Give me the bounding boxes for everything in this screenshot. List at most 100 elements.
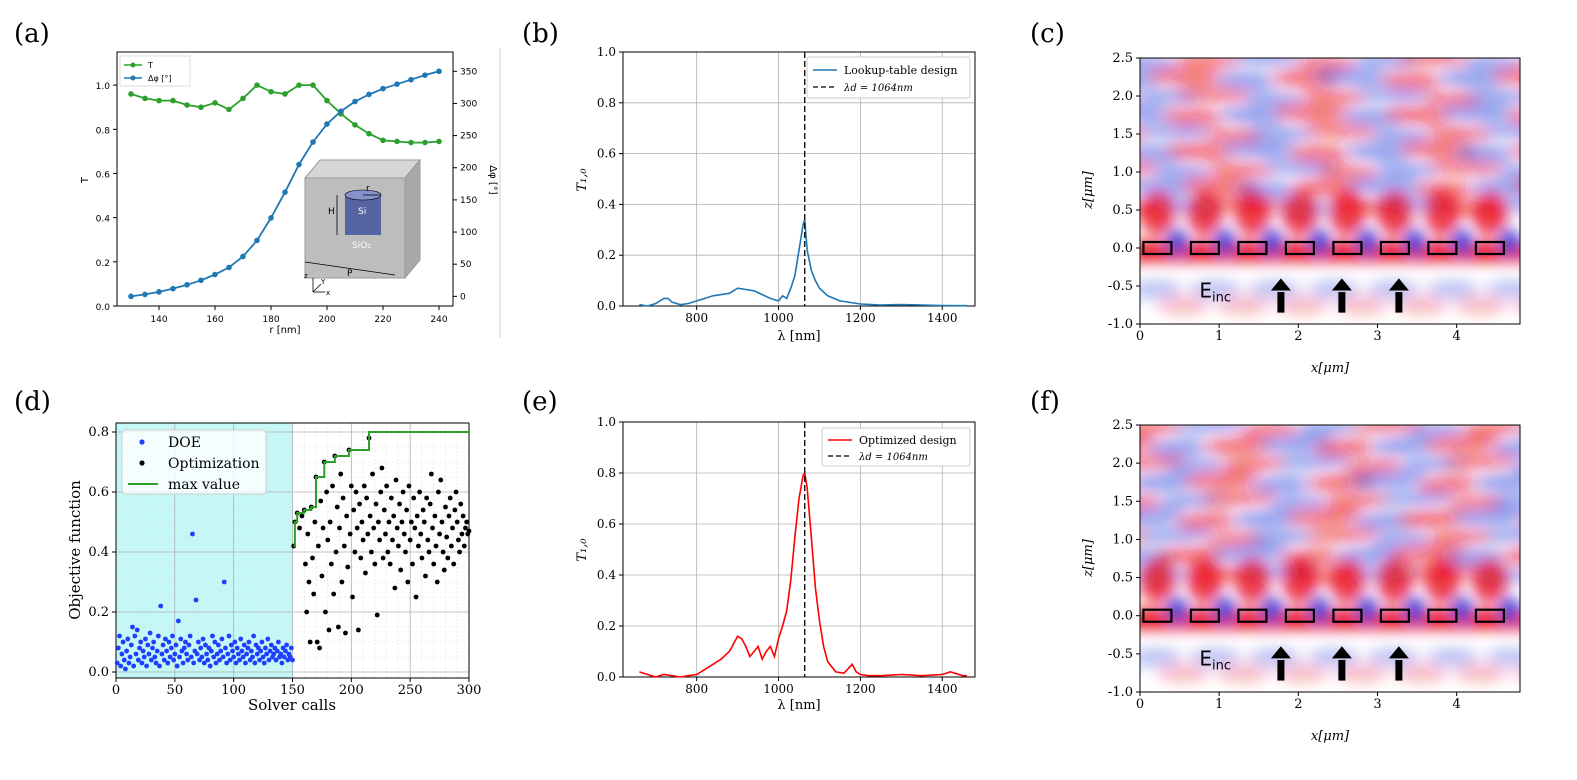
optimization-point (417, 489, 422, 495)
optimization-point (364, 495, 370, 501)
y-tick-label: 0.8 (597, 96, 616, 110)
optimization-point (457, 549, 462, 555)
legend-d-opt: Optimization (168, 456, 260, 472)
panel-e-xlabel: λ [nm] (777, 698, 820, 713)
y2-tick-label: 200 (460, 164, 477, 174)
inset-label-p: P (347, 269, 353, 279)
incident-lobe (1513, 298, 1520, 312)
field-lobe-positive (1166, 142, 1235, 161)
data-point (282, 91, 288, 97)
optimization-point (363, 570, 368, 576)
panel-d-xlabel: Solver calls (248, 696, 336, 714)
optimization-point (461, 543, 467, 549)
optimization-point (347, 531, 353, 537)
doe-point (283, 648, 288, 654)
optimization-point (370, 471, 375, 477)
field-hotspot (1471, 559, 1508, 604)
field-lobe-positive (1274, 103, 1350, 122)
field-lobe-positive (1426, 529, 1495, 545)
data-point (240, 95, 246, 102)
field-lobe-positive (1140, 425, 1186, 435)
field-lobe-positive (1037, 71, 1098, 91)
field-lobe-positive (1073, 474, 1134, 495)
optimization-point (456, 537, 461, 543)
data-point (282, 189, 288, 195)
pillar-outline (1237, 240, 1268, 256)
data-point (408, 139, 414, 146)
doe-point (178, 636, 184, 642)
doe-point (274, 648, 280, 654)
inset-label-sio2: SiO₂ (352, 241, 371, 251)
field-lobe-positive (1492, 67, 1520, 86)
field-lobe-positive (1314, 438, 1375, 457)
optimization-point (434, 579, 440, 585)
doe-point (172, 651, 178, 657)
optimization-point (431, 561, 437, 567)
optimization-point (448, 543, 454, 549)
x-tick-label: 220 (374, 315, 391, 325)
field-lobe-positive (1517, 58, 1520, 68)
unit-cell-inset: r H Si SiO₂ P z Y x (303, 158, 422, 297)
doe-point (177, 654, 182, 660)
doe-point (166, 639, 172, 645)
doe-point (138, 639, 144, 645)
optimization-point (432, 513, 438, 519)
incident-arrow-head (1388, 646, 1409, 659)
y-tick-label: 0.0 (1112, 609, 1133, 624)
optimization-point (411, 495, 417, 501)
field-lobe-positive (1425, 434, 1501, 453)
doe-point (223, 645, 228, 651)
x-tick-label: 140 (150, 315, 167, 325)
field-lobe-negative (1453, 507, 1520, 526)
optimization-point (368, 549, 374, 555)
x-tick-label: 0 (112, 683, 120, 698)
doe-point (284, 642, 290, 648)
data-point (156, 97, 162, 104)
x-tick-label: 1200 (845, 682, 876, 696)
field-lobe-negative (1211, 543, 1288, 563)
doe-point (273, 657, 279, 663)
field-lobe-negative (1489, 493, 1520, 508)
doe-point (187, 633, 193, 639)
y-tick-label: 0.0 (597, 670, 616, 684)
optimization-point (413, 594, 419, 600)
pillar-outline (1284, 240, 1316, 256)
field-lobe-negative (1563, 105, 1577, 125)
panel-a-ylabel-right: Δφ [°] (487, 165, 498, 195)
field-lobe-negative (1151, 164, 1212, 180)
y-tick-label: 2.5 (1112, 418, 1133, 433)
incident-lobe (1454, 662, 1507, 683)
incident-field-label: Einc (1199, 278, 1231, 305)
doe-point (288, 645, 294, 651)
field-lobe-negative (1140, 69, 1161, 88)
doe-point (128, 642, 134, 648)
y-tick-label: 0.2 (96, 259, 110, 269)
optimization-point (393, 477, 399, 483)
doe-point (263, 645, 268, 651)
pillar-outline (1474, 240, 1506, 256)
doe-point (203, 642, 208, 648)
optimization-point (305, 531, 311, 537)
y-tick-label: 1.0 (1112, 165, 1133, 180)
data-point (170, 285, 176, 292)
x-tick-label: 1200 (845, 311, 876, 325)
y-tick-label: 1.5 (1112, 494, 1133, 509)
y-tick-label: 0.4 (88, 545, 109, 560)
optimization-point (383, 531, 388, 537)
field-lobe-negative (1140, 178, 1194, 198)
field-lobe-positive (1446, 495, 1507, 510)
field-lobe-negative (1140, 103, 1172, 122)
doe-point (180, 660, 186, 666)
y-tick-label: 0.0 (88, 665, 109, 680)
field-lobe-positive (1545, 489, 1577, 507)
doe-point (121, 657, 127, 663)
doe-point (198, 645, 204, 651)
doe-point (228, 642, 234, 648)
optimization-point (459, 531, 465, 537)
field-lobe-positive (1140, 495, 1162, 510)
doe-point (168, 645, 174, 651)
panel-e-chart: 800 1000 1200 1400 0.0 0.2 0.4 0.6 0.8 1.0 Optimi… (575, 415, 976, 713)
data-point (338, 108, 344, 114)
optimization-point (397, 501, 402, 507)
incident-lobe (1335, 295, 1388, 315)
